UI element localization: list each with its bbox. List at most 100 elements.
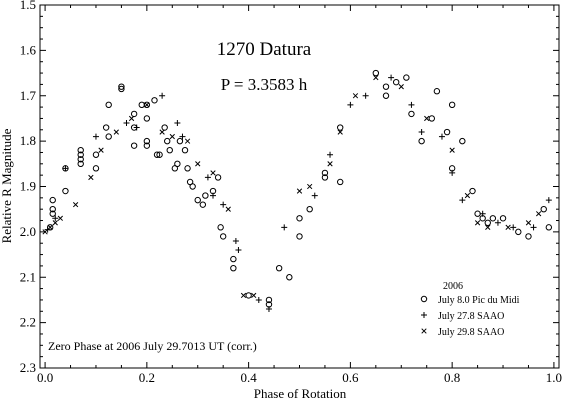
data-point-x [184,138,191,144]
data-point-circle [102,124,110,131]
data-point-circle [214,174,222,181]
data-point-x [42,229,48,235]
data-point-plus [479,210,486,217]
data-point-circle [181,147,189,154]
data-point-x [464,192,471,199]
data-point-circle [49,196,56,204]
data-point-circle [474,210,481,217]
data-point-x [449,147,455,153]
data-point-circle [459,137,466,145]
data-point-x [525,220,532,226]
data-point-circle [321,174,329,181]
data-point-circle [130,142,138,149]
legend-label: July 27.8 SAAO [438,311,504,322]
data-point-circle [62,187,69,195]
data-point-x [113,129,119,135]
data-point-plus [408,101,415,108]
data-point-plus [220,201,227,208]
data-point-circle [286,274,293,281]
data-point-x [485,224,491,230]
data-point-circle [77,160,84,168]
data-point-plus [44,226,51,233]
data-point-x [195,161,201,167]
data-point-circle [418,137,425,145]
data-point-x [240,292,247,299]
data-point-plus [255,296,262,303]
data-point-circle [321,169,329,177]
data-point-circle [484,219,491,227]
data-point-x [505,224,511,230]
data-point-circle [296,215,303,222]
data-point-plus [438,133,445,140]
data-point-plus [174,119,181,126]
data-point-circle [92,165,100,172]
data-point-x [535,211,542,217]
data-point-plus [235,247,242,254]
data-point-plus [232,237,239,244]
data-point-plus [133,124,140,131]
data-point-circle [245,292,252,299]
x-tick-label: 0.6 [342,370,359,385]
data-point-circle [525,233,532,240]
data-point-circle [184,165,191,172]
data-point-plus [281,224,288,231]
legend-marker-circle [420,295,428,303]
data-point-circle [105,133,112,140]
data-point-circle [433,88,441,95]
data-point-circle [92,151,100,158]
data-point-circle [545,224,553,231]
data-point-circle [77,147,84,154]
data-point-x [474,220,481,226]
data-point-circle [265,296,273,304]
x-tick-label: 1.0 [546,370,562,385]
data-point-circle [382,92,390,99]
data-point-x [327,161,333,167]
data-point-circle [77,151,84,158]
data-point-x [352,93,359,99]
data-point-plus [494,219,501,226]
data-point-circle [448,101,456,109]
data-point-plus [52,215,59,222]
data-point-circle [161,124,168,131]
data-point-circle [403,74,410,81]
data-point-x [398,84,404,90]
series-circle [46,69,553,308]
data-point-circle [156,151,163,158]
data-point-circle [174,160,181,168]
series-x [42,74,542,299]
data-point-circle [164,137,171,145]
data-point-circle [176,137,184,145]
data-point-circle [469,187,476,195]
data-point-x [128,115,135,122]
data-point-circle [392,78,400,86]
data-point-circle [306,205,313,213]
data-point-circle [118,85,125,93]
data-point-circle [143,142,151,149]
data-point-x [296,188,303,194]
data-point-x [210,170,216,176]
data-point-plus [459,197,466,204]
data-point-circle [166,147,173,154]
data-point-circle [372,69,380,77]
legend: 2006 July 8.0 Pic du Midi July 27.8 SAAO J… [420,281,520,338]
x-axis-title: Phase of Rotation [254,386,347,401]
data-point-circle [105,101,112,109]
data-point-plus [265,306,272,313]
data-point-plus [123,119,130,126]
data-point-circle [230,255,237,263]
data-point-circle [143,101,151,109]
data-point-circle [489,215,497,222]
data-point-circle [202,192,209,199]
y-tick-label: 2.1 [20,269,36,284]
data-point-plus [418,129,425,136]
data-point-circle [428,115,435,122]
data-point-x [47,224,53,230]
data-point-plus [179,133,186,140]
data-point-x [337,129,343,135]
legend-label: July 8.0 Pic du Midi [438,295,520,306]
data-point-plus [204,174,211,181]
data-point-circle [194,196,201,204]
data-point-plus [311,192,318,199]
data-point-circle [443,128,451,136]
data-point-circle [230,264,237,272]
